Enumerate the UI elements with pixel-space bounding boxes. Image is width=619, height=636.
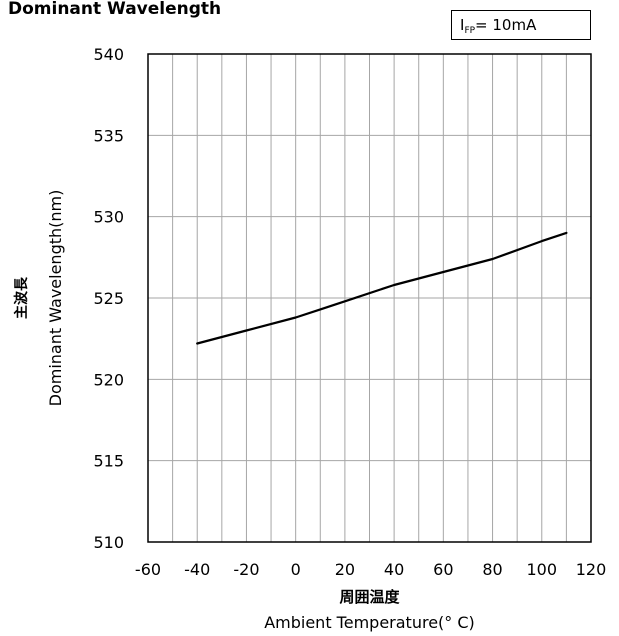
series-line <box>196 231 568 345</box>
x-tick-label: 0 <box>291 560 301 579</box>
plot-area-frame <box>147 53 592 543</box>
y-axis-label: Dominant Wavelength(nm) <box>46 190 65 407</box>
x-tick-label: 60 <box>433 560 453 579</box>
y-tick-label: 530 <box>93 208 124 227</box>
series-layer <box>196 231 568 345</box>
y-axis-label-japanese: 主波長 <box>13 276 30 319</box>
y-tick-labels: 510 515 520 525 530 535 540 <box>93 45 124 552</box>
y-tick-label: 540 <box>93 45 124 64</box>
grid-lines <box>148 54 591 542</box>
y-tick-label: 515 <box>93 452 124 471</box>
chart-title: Dominant Wavelength <box>8 0 222 19</box>
y-tick-label: 535 <box>93 126 124 145</box>
condition-value: = 10mA <box>475 16 537 34</box>
x-tick-label: 40 <box>384 560 404 579</box>
x-tick-label: -60 <box>135 560 161 579</box>
y-tick-label: 510 <box>93 533 124 552</box>
condition-label: IFP= 10mA <box>451 10 591 40</box>
x-axis-label-japanese: 周囲温度 <box>339 588 400 606</box>
condition-subscript: FP <box>464 26 476 36</box>
x-tick-label: 20 <box>335 560 355 579</box>
x-tick-label: -20 <box>233 560 259 579</box>
x-axis-label: Ambient Temperature(° C) <box>264 613 475 632</box>
x-tick-label: 120 <box>576 560 607 579</box>
condition-symbol: I <box>460 16 465 34</box>
x-tick-label: 100 <box>527 560 558 579</box>
x-tick-label: 80 <box>482 560 502 579</box>
y-tick-label: 520 <box>93 370 124 389</box>
x-tick-labels: -60 -40 -20 0 20 40 60 80 100 120 <box>135 560 606 579</box>
x-tick-label: -40 <box>184 560 210 579</box>
y-tick-label: 525 <box>93 289 124 308</box>
